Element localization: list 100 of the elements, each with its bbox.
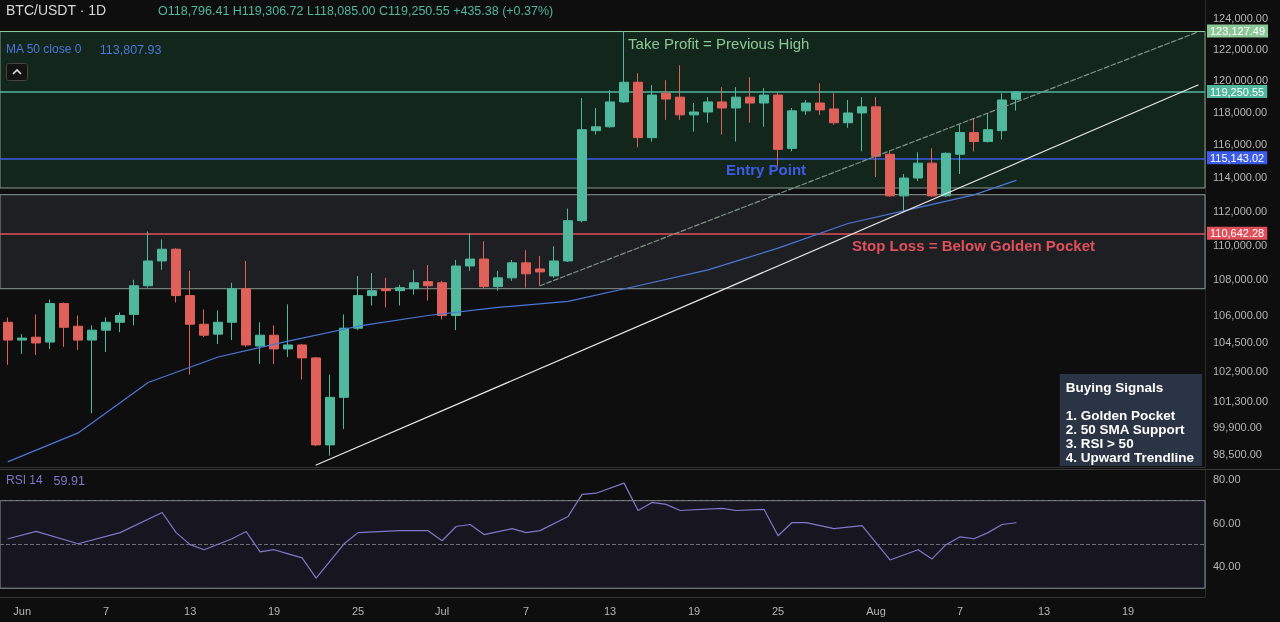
- candlestick: [297, 343, 307, 381]
- candlestick: [563, 208, 573, 263]
- candlestick: [871, 96, 881, 178]
- ref-line-label: 110,642.28: [1210, 227, 1265, 240]
- y-tick-label: 99,900.00: [1213, 420, 1262, 433]
- x-tick-label: 13: [603, 604, 617, 617]
- candlestick: [87, 324, 97, 414]
- candlestick: [507, 259, 517, 282]
- annotation: Buying Signals 1. Golden Pocket 2. 50 SMA Support 3. RSI > 50 4. Upward Trendline: [1065, 379, 1195, 465]
- y-tick-label: 110,000.00: [1213, 238, 1268, 251]
- candlestick: [927, 147, 937, 198]
- y-tick-label: 124,000.00: [1213, 12, 1269, 25]
- candlestick: [129, 279, 139, 326]
- candlestick: [241, 260, 251, 348]
- x-tick-label: 13: [1037, 604, 1051, 617]
- x-tick-label: 25: [771, 604, 785, 617]
- candlestick: [857, 96, 867, 152]
- x-tick-label: 7: [103, 604, 110, 617]
- candlestick: [843, 99, 853, 129]
- candlestick: [633, 72, 643, 148]
- candlestick: [213, 309, 223, 345]
- candlestick: [45, 298, 55, 350]
- ref-line-label: 123,127.49: [1210, 25, 1266, 38]
- candlestick: [311, 356, 321, 447]
- x-tick-label: 13: [184, 604, 197, 617]
- candlestick: [31, 313, 41, 356]
- y-tick-label: 106,000.00: [1213, 308, 1269, 321]
- chart-subtitle: O118,796.41 H119,306.72 L118,085.00 C119,250.55 +435.38 (+0.37%): [158, 3, 554, 18]
- candlestick: [717, 86, 727, 136]
- x-tick-label: 19: [268, 604, 281, 617]
- y-tick-label: 112,000.00: [1213, 204, 1268, 217]
- y-tick-label: 102,900.00: [1213, 364, 1269, 377]
- annotation: 59.91: [53, 473, 85, 488]
- y-tick-label: 122,000.00: [1213, 42, 1269, 55]
- y-tick-label: 114,000.00: [1213, 171, 1268, 184]
- x-tick-label: 19: [1121, 604, 1135, 617]
- candlestick: [801, 99, 811, 116]
- candlestick: [395, 284, 405, 307]
- candlestick: [255, 321, 265, 365]
- candlestick: [829, 92, 839, 126]
- candlestick: [283, 303, 293, 358]
- text: RSI 14: [6, 473, 44, 487]
- candlestick: [479, 240, 489, 290]
- candlestick: [171, 247, 181, 303]
- candlestick: [465, 232, 475, 272]
- candlestick: [353, 275, 363, 331]
- candlestick: [367, 272, 377, 307]
- y-tick-label: 101,300.00: [1213, 394, 1269, 407]
- candlestick: [59, 302, 69, 348]
- y-tick-label: 98,500.00: [1213, 447, 1262, 460]
- y-tick-label: 108,000.00: [1213, 273, 1269, 286]
- candlestick: [703, 96, 713, 124]
- candlestick: [675, 64, 685, 121]
- y-tick-label: 120,000.00: [1213, 74, 1269, 87]
- candlestick: [269, 324, 279, 365]
- candlestick: [409, 269, 419, 296]
- candlestick: [745, 76, 755, 124]
- y-tick-label: 40.00: [1213, 560, 1241, 573]
- x-tick-label: 19: [687, 604, 701, 617]
- candlestick: [661, 79, 671, 121]
- candlestick: [451, 259, 461, 331]
- x-tick-label: 7: [523, 604, 530, 617]
- ref-line-label: 115,143.02: [1210, 151, 1265, 164]
- candlestick: [591, 107, 601, 136]
- candlestick: [115, 311, 125, 333]
- candlestick: [689, 102, 699, 133]
- candlestick: [969, 117, 979, 152]
- candlestick: [787, 107, 797, 152]
- candlestick: [227, 282, 237, 341]
- y-tick-label: 80.00: [1213, 472, 1241, 485]
- candlestick: [199, 308, 209, 338]
- candlestick: [493, 270, 503, 292]
- x-tick-label: 25: [351, 604, 365, 617]
- x-tick-label: Jul: [435, 604, 450, 617]
- candlestick: [325, 374, 335, 457]
- candlestick: [437, 280, 447, 320]
- candlestick: [17, 333, 27, 355]
- candlestick: [535, 255, 545, 287]
- candlestick: [185, 270, 195, 376]
- candlestick: [143, 230, 153, 289]
- y-tick-label: 116,000.00: [1213, 138, 1268, 151]
- candlestick: [885, 150, 895, 198]
- candlestick: [423, 264, 433, 302]
- y-tick-label: 60.00: [1213, 516, 1241, 529]
- candlestick: [3, 316, 13, 366]
- annotation: Take Profit = Previous High: [628, 34, 810, 52]
- annotation: Stop Loss = Below Golden Pocket: [852, 236, 1096, 254]
- x-tick-label: 7: [956, 604, 964, 617]
- candlestick: [815, 82, 825, 116]
- candlestick: [941, 151, 951, 198]
- annotation: Entry Point: [726, 161, 807, 179]
- candlestick: [101, 316, 111, 353]
- candlestick: [339, 313, 349, 430]
- annotation: 113,807.93: [99, 42, 162, 57]
- candlestick: [549, 245, 559, 279]
- candlestick: [983, 112, 993, 144]
- x-tick-label: Jun: [13, 604, 32, 617]
- candlestick: [521, 249, 531, 289]
- x-tick-label: Aug: [866, 604, 886, 617]
- candlestick: [157, 238, 167, 271]
